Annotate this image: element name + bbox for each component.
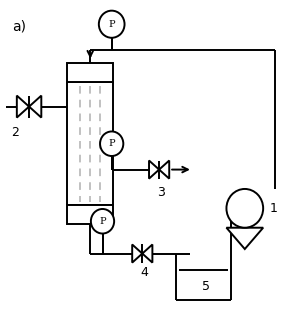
Text: 3: 3: [157, 186, 165, 199]
Polygon shape: [17, 96, 29, 118]
Text: 2: 2: [11, 126, 19, 139]
Text: 1: 1: [269, 202, 277, 215]
Polygon shape: [159, 161, 169, 179]
Text: a): a): [12, 19, 26, 33]
Text: P: P: [108, 20, 115, 29]
Text: 5: 5: [202, 280, 210, 293]
Polygon shape: [67, 63, 113, 82]
Circle shape: [226, 189, 263, 228]
Polygon shape: [142, 245, 152, 263]
Polygon shape: [29, 96, 41, 118]
Text: P: P: [108, 139, 115, 148]
Circle shape: [100, 131, 123, 156]
Text: P: P: [99, 217, 106, 226]
Polygon shape: [132, 245, 142, 263]
Text: 4: 4: [140, 266, 148, 279]
Polygon shape: [149, 161, 159, 179]
Polygon shape: [226, 228, 263, 249]
Polygon shape: [67, 205, 113, 224]
Circle shape: [91, 209, 114, 234]
Circle shape: [99, 11, 125, 38]
